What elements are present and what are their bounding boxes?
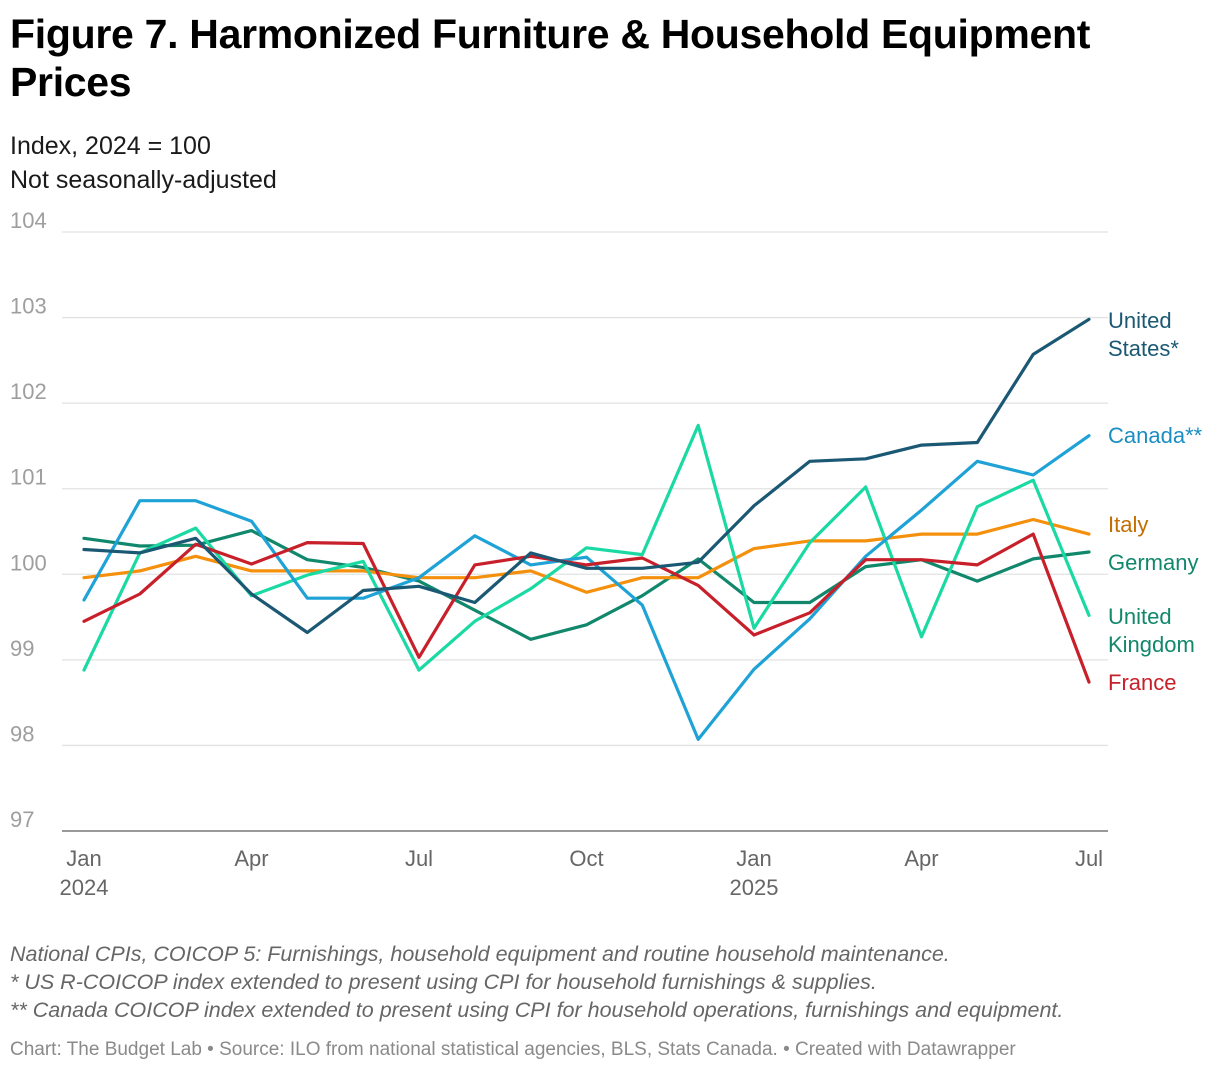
x-tick-label: Apr: [904, 846, 938, 871]
series-lines: [82, 317, 1091, 742]
y-axis-ticks: 97 98 99 100 101 102 103 104: [10, 208, 47, 832]
series-label-united-kingdom: United Kingdom: [1108, 604, 1195, 657]
subtitle-units: Index, 2024 = 100: [10, 132, 211, 160]
y-tick-label: 99: [10, 636, 34, 661]
x-tick-label: Jan: [66, 846, 101, 871]
y-tick-label: 100: [10, 550, 47, 575]
chart-notes: National CPIs, COICOP 5: Furnishings, ho…: [10, 940, 1063, 1024]
x-tick-year-label: 2025: [730, 875, 779, 900]
series-line-canada: [82, 434, 1091, 742]
x-tick-label: Jan: [736, 846, 771, 871]
y-tick-label: 102: [10, 379, 47, 404]
y-tick-label: 101: [10, 465, 47, 490]
x-axis-ticks: Jan 2024 Apr Jul Oct Jan 2025 Apr Jul: [60, 846, 1104, 900]
series-label-united-states: United States*: [1108, 308, 1179, 361]
series-labels: Germany Italy United Kingdom Canada** France U…: [1108, 308, 1203, 695]
x-tick-label: Apr: [234, 846, 268, 871]
y-tick-label: 97: [10, 807, 34, 832]
series-label-italy: Italy: [1108, 512, 1148, 537]
series-label-germany: Germany: [1108, 550, 1198, 575]
y-tick-label: 104: [10, 208, 47, 233]
x-tick-label: Oct: [569, 846, 603, 871]
note-canada: ** Canada COICOP index extended to prese…: [10, 998, 1064, 1022]
chart-credit: Chart: The Budget Lab • Source: ILO from…: [10, 1039, 1016, 1060]
note-definition: National CPIs, COICOP 5: Furnishings, ho…: [10, 942, 950, 966]
y-tick-label: 98: [10, 721, 34, 746]
series-line-united-states: [82, 317, 1091, 635]
y-tick-label: 103: [10, 294, 47, 319]
series-line-france: [82, 532, 1091, 684]
series-label-france: France: [1108, 670, 1176, 695]
x-tick-label: Jul: [1075, 846, 1103, 871]
series-line-italy: [82, 517, 1091, 594]
x-tick-year-label: 2024: [60, 875, 109, 900]
x-tick-label: Jul: [405, 846, 433, 871]
series-line-united-kingdom: [82, 423, 1091, 672]
series-label-canada: Canada**: [1108, 423, 1203, 448]
note-us: * US R-COICOP index extended to present …: [10, 970, 877, 994]
chart-title: Figure 7. Harmonized Furniture & Househo…: [10, 11, 1091, 105]
subtitle-adjustment: Not seasonally-adjusted: [10, 166, 277, 194]
chart-subtitle: Index, 2024 = 100 Not seasonally-adjuste…: [10, 129, 277, 197]
gridlines: [62, 231, 1108, 832]
